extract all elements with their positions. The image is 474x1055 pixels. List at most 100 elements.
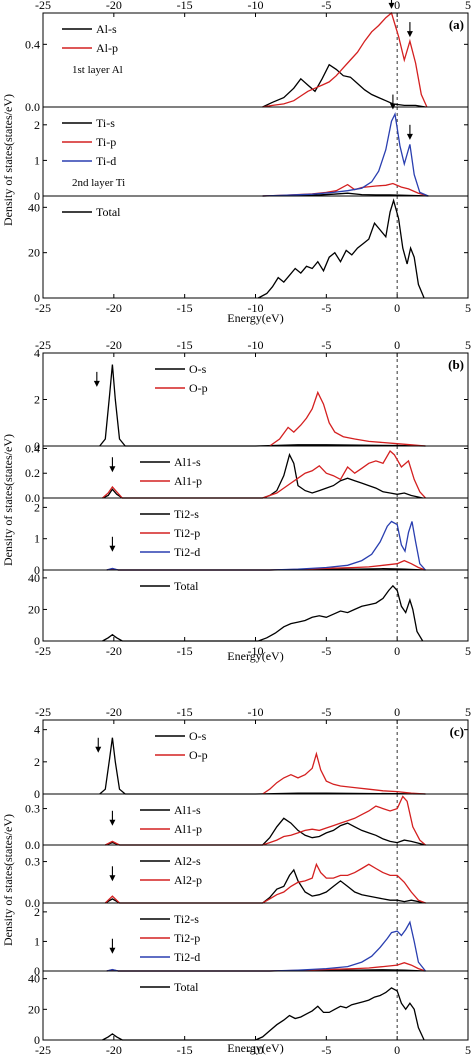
series-line-ti-d bbox=[262, 111, 429, 197]
subplot-frame bbox=[42, 902, 469, 972]
series-line-al1-s bbox=[105, 817, 426, 846]
y-tick-label: 0.3 bbox=[25, 802, 40, 816]
x-tick-label: 0 bbox=[394, 1043, 400, 1055]
subplot-2: 0 1 2 Ti2-s Ti2-p Ti2-d bbox=[34, 497, 469, 577]
x-tick-label: -25 bbox=[35, 301, 51, 315]
x-tick-label: 5 bbox=[465, 301, 471, 315]
x-tick-label: -15 bbox=[177, 301, 193, 315]
y-tick-label: 0.4 bbox=[25, 37, 40, 51]
x-tick-label-top: -20 bbox=[106, 705, 122, 719]
x-tick-label-top: -10 bbox=[248, 0, 264, 12]
x-tick-label: -20 bbox=[106, 644, 122, 658]
y-tick-label: 0 bbox=[34, 439, 40, 453]
series-line-ti-s bbox=[262, 192, 429, 197]
y-tick-label: 40 bbox=[28, 200, 40, 214]
x-axis-label: Energy(eV) bbox=[227, 649, 283, 663]
y-tick-label: 0.0 bbox=[25, 838, 40, 852]
x-axis-label: Energy(eV) bbox=[227, 311, 283, 325]
subplot-frame bbox=[42, 445, 469, 499]
series-line-al2-s bbox=[104, 868, 426, 904]
panel-label: (a) bbox=[449, 17, 464, 32]
x-tick-label-top: -10 bbox=[248, 705, 264, 719]
legend-label: Al1-s bbox=[174, 455, 201, 469]
subplot-frame bbox=[42, 844, 469, 904]
legend-label: Al2-s bbox=[174, 854, 201, 868]
x-tick-label-top: -25 bbox=[35, 0, 51, 12]
x-tick-label: -25 bbox=[35, 1043, 51, 1055]
x-tick-label-top: 0 bbox=[394, 705, 400, 719]
x-tick-label: -5 bbox=[321, 1043, 331, 1055]
y-tick-label: 0.0 bbox=[25, 491, 40, 505]
x-tick-label: 5 bbox=[465, 1043, 471, 1055]
legend-label: Total bbox=[174, 980, 199, 994]
peak-arrow-head bbox=[109, 875, 116, 882]
y-tick-label: 0 bbox=[34, 634, 40, 648]
subplot-frame bbox=[42, 497, 469, 571]
y-tick-label: 0.0 bbox=[25, 896, 40, 910]
x-tick-label: -5 bbox=[321, 301, 331, 315]
subplot-frame bbox=[42, 569, 469, 642]
x-tick-label-top: -5 bbox=[321, 0, 331, 12]
y-tick-label: 20 bbox=[28, 246, 40, 260]
series-line-ti-p bbox=[262, 182, 429, 197]
x-tick-label: -25 bbox=[35, 644, 51, 658]
legend-label: Al1-s bbox=[174, 803, 201, 817]
peak-arrow-head bbox=[109, 545, 116, 552]
subplot-0: 0 2 4 O-s O-p bbox=[34, 346, 469, 453]
y-tick-label: 0 bbox=[34, 1033, 40, 1047]
y-axis-label: Density of states(states/eV) bbox=[1, 94, 15, 226]
y-tick-label: 4 bbox=[34, 346, 40, 360]
x-tick-label: -10 bbox=[248, 644, 264, 658]
legend-label: Ti2-p bbox=[174, 526, 200, 540]
y-tick-label: 1 bbox=[34, 153, 40, 167]
x-tick-label: -20 bbox=[106, 1043, 122, 1055]
peak-arrow-head bbox=[406, 133, 413, 140]
subplot-annotation: 2nd layer Ti bbox=[72, 177, 125, 189]
series-line-o-p bbox=[269, 390, 426, 447]
y-tick-label: 2 bbox=[34, 755, 40, 769]
y-tick-label: 20 bbox=[28, 602, 40, 616]
legend-label: O-s bbox=[189, 729, 207, 743]
panel-label: (c) bbox=[450, 724, 464, 739]
subplot-frame bbox=[42, 352, 469, 447]
x-tick-label: -5 bbox=[321, 644, 331, 658]
peak-arrow-head bbox=[109, 466, 116, 473]
y-tick-label: 1 bbox=[34, 934, 40, 948]
x-tick-label-top: 5 bbox=[465, 705, 471, 719]
legend-label: Ti-d bbox=[96, 154, 116, 168]
x-tick-label-top: -20 bbox=[106, 338, 122, 352]
y-tick-label: 1 bbox=[34, 532, 40, 546]
subplot-1: 0 1 2 Ti-s Ti-p Ti-d 2nd layer Ti bbox=[34, 94, 469, 203]
subplot-2: 0 20 40 Total bbox=[28, 195, 469, 305]
subplot-0: 0.0 0.4 Al-s Al-p 1st layer Al bbox=[25, 0, 469, 114]
subplot-3: 0 1 2 Ti2-s Ti2-p Ti2-d bbox=[34, 902, 469, 978]
y-tick-label: 0 bbox=[34, 964, 40, 978]
x-tick-label-top: 0 bbox=[394, 0, 400, 12]
panel-1: -25 -20 -15 -10 -5 0 5 -25 -20 -15 -10 -5 0 5 Energy(e… bbox=[1, 338, 471, 663]
x-tick-label-top: 5 bbox=[465, 0, 471, 12]
y-tick-label: 2 bbox=[34, 118, 40, 132]
x-tick-label: -10 bbox=[248, 301, 264, 315]
series-line-total bbox=[102, 987, 425, 1041]
y-tick-label: 0.3 bbox=[25, 855, 40, 869]
subplot-0: 0 2 4 O-s O-p bbox=[34, 719, 469, 801]
legend-label: Ti-s bbox=[96, 116, 115, 130]
x-axis-label: Energy(eV) bbox=[227, 1041, 283, 1055]
peak-arrow-head bbox=[388, 2, 395, 9]
y-axis-label: Density of states(states/eV) bbox=[1, 434, 15, 566]
legend-label: Total bbox=[174, 579, 199, 593]
legend-label: O-p bbox=[189, 381, 208, 395]
legend-label: Ti2-s bbox=[174, 507, 199, 521]
y-tick-label: 0.4 bbox=[25, 441, 40, 455]
x-tick-label: -15 bbox=[177, 1043, 193, 1055]
legend-label: Ti-p bbox=[96, 135, 116, 149]
series-line-o-p bbox=[262, 751, 426, 795]
x-tick-label-top: 0 bbox=[394, 338, 400, 352]
y-tick-label: 0 bbox=[34, 189, 40, 203]
subplot-annotation: 1st layer Al bbox=[72, 64, 123, 76]
y-tick-label: 2 bbox=[34, 905, 40, 919]
y-tick-label: 0.2 bbox=[25, 466, 40, 480]
series-line-al-p bbox=[262, 11, 428, 108]
peak-arrow-head bbox=[95, 746, 102, 753]
